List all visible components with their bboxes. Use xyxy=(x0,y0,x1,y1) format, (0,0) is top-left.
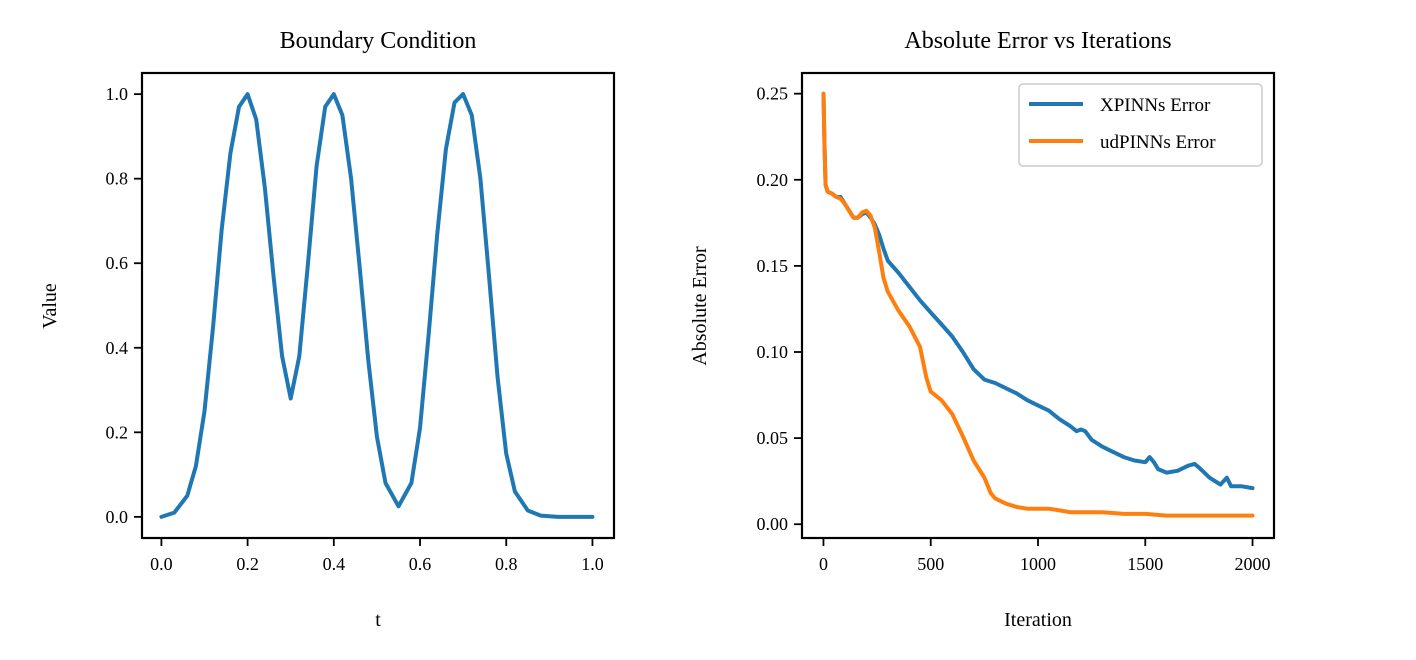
x-axis-label: t xyxy=(375,609,381,631)
x-tick-label: 0.0 xyxy=(150,554,173,574)
series-0-line xyxy=(159,92,595,519)
plot-area xyxy=(159,92,595,519)
udpinns-error-line xyxy=(821,91,1255,518)
x-tick-label: 2000 xyxy=(1235,554,1271,574)
legend: XPINNs Error udPINNs Error xyxy=(1018,83,1263,167)
y-tick-label: 0.10 xyxy=(757,342,789,362)
legend-label-xpinns: XPINNs Error xyxy=(1100,95,1211,116)
tick-group: 0.0 0.2 0.4 0.6 0.8 1.0 0.0 0.2 0.4 0.6 0.8 1.0 xyxy=(106,84,604,574)
x-tick-label: 500 xyxy=(917,554,944,574)
y-tick-label: 0.25 xyxy=(757,84,789,104)
plot-area xyxy=(821,91,1255,518)
y-axis-label: Value xyxy=(39,283,61,329)
x-tick-label: 1500 xyxy=(1127,554,1163,574)
y-tick-label: 0.6 xyxy=(106,253,129,273)
y-tick-label: 0.15 xyxy=(757,256,789,276)
absolute-error-chart: Absolute Error vs Iterations Iteration A… xyxy=(689,28,1276,631)
y-tick-label: 0.0 xyxy=(106,507,129,527)
axes-frame xyxy=(140,71,616,540)
x-axis-label: Iteration xyxy=(1004,609,1072,631)
x-tick-label: 0.2 xyxy=(236,554,259,574)
x-tick-label: 1.0 xyxy=(581,554,604,574)
y-tick-label: 0.2 xyxy=(106,422,129,442)
x-tick-label: 0.6 xyxy=(409,554,432,574)
tick-group: 0 500 1000 1500 2000 0.00 0.05 0.10 0.15 0.20 0.25 xyxy=(757,84,1271,574)
x-tick-label: 0 xyxy=(819,554,828,574)
y-tick-label: 0.00 xyxy=(757,514,789,534)
y-tick-label: 0.05 xyxy=(757,428,789,448)
chart-title: Boundary Condition xyxy=(280,28,477,54)
y-axis-label: Absolute Error xyxy=(689,246,711,366)
x-tick-label: 1000 xyxy=(1020,554,1056,574)
axes-frame xyxy=(800,71,1276,540)
y-tick-label: 0.20 xyxy=(757,170,789,190)
legend-label-udpinns: udPINNs Error xyxy=(1100,132,1216,153)
x-tick-label: 0.4 xyxy=(323,554,346,574)
y-tick-label: 1.0 xyxy=(106,84,129,104)
chart-title: Absolute Error vs Iterations xyxy=(904,28,1171,54)
x-tick-label: 0.8 xyxy=(495,554,518,574)
boundary-condition-chart: Boundary Condition t Value 0.0 0.2 0.4 0.6 0… xyxy=(39,28,616,631)
y-tick-label: 0.4 xyxy=(106,338,129,358)
y-tick-label: 0.8 xyxy=(106,169,129,189)
